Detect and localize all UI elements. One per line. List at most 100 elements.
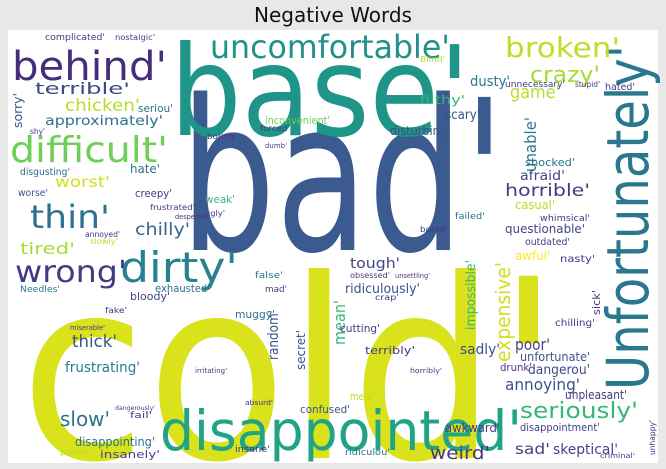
word: thick' <box>72 332 117 352</box>
word: bloody' <box>130 290 170 303</box>
word: awful' <box>515 249 550 263</box>
word: insane' <box>235 445 270 455</box>
word: casual' <box>515 198 555 212</box>
word: frustrating' <box>65 360 140 376</box>
word: Needles' <box>20 285 60 295</box>
word: Unfortunately' <box>594 45 662 390</box>
word: weird' <box>430 443 490 464</box>
word: difficult' <box>10 130 168 171</box>
chart-title: Negative Words <box>254 3 412 27</box>
word: chilling' <box>555 318 595 329</box>
word: secret' <box>294 330 308 370</box>
word: absurd' <box>245 399 273 407</box>
word: bored' <box>420 225 448 234</box>
word: wrong' <box>15 255 127 290</box>
word: miserable' <box>70 324 105 332</box>
word: insanely' <box>100 448 160 461</box>
word: terrible' <box>35 79 130 98</box>
word: obsessed' <box>350 271 390 280</box>
words: bad'cold' base' Unfortunately' disappointed… <box>10 20 662 469</box>
word: worst' <box>55 173 110 191</box>
word: inconvenient' <box>265 114 330 127</box>
word: unable' <box>521 117 540 172</box>
word: tough' <box>350 256 400 272</box>
word: dangerou' <box>528 363 590 378</box>
word: tired' <box>20 239 75 258</box>
word: seriou' <box>138 102 173 115</box>
word: sadly' <box>460 342 500 358</box>
word: mere' <box>350 390 375 403</box>
word: ugly' <box>205 209 225 218</box>
word: crap' <box>375 293 399 302</box>
word: annoyed' <box>85 230 120 239</box>
word: unsettling' <box>395 272 430 280</box>
word: impossible' <box>464 260 479 330</box>
word: uncomfortable' <box>210 28 450 66</box>
word: thin' <box>30 198 110 236</box>
word: forced' <box>260 124 290 133</box>
word: criminal' <box>600 452 635 460</box>
word: fake' <box>105 306 127 315</box>
word: base' <box>170 20 470 165</box>
word: skeptical' <box>553 442 618 458</box>
word: frustrated' <box>150 203 195 212</box>
word: disappointing' <box>75 435 155 449</box>
word: filthy' <box>420 93 465 107</box>
word: disturbing' <box>390 124 450 138</box>
word: hate' <box>130 162 160 176</box>
word: slowly' <box>90 237 118 246</box>
word: chicken' <box>65 96 140 116</box>
word: slow' <box>60 407 110 431</box>
word: complicated' <box>45 33 105 43</box>
word: dusty' <box>470 74 510 90</box>
word: irritating' <box>195 367 227 375</box>
word: poorly' <box>60 448 90 457</box>
word: horribly' <box>410 367 442 375</box>
word: shocked' <box>525 156 575 169</box>
word: afraid' <box>520 169 565 184</box>
word: disgusting' <box>20 167 70 178</box>
word: outdated' <box>525 237 570 248</box>
word: unfortunate' <box>520 350 590 364</box>
word: false' <box>255 271 283 281</box>
word: mean' <box>330 300 349 345</box>
word: nostalgic' <box>115 33 155 42</box>
word: failed' <box>455 212 485 222</box>
word: terribly' <box>365 344 415 357</box>
word: dirty' <box>120 243 238 292</box>
word: questionable' <box>505 222 585 236</box>
word: behind' <box>12 44 167 90</box>
word: annoying' <box>505 375 580 394</box>
word: horrible' <box>505 181 590 201</box>
word: fail' <box>130 411 152 421</box>
word: ridiculou' <box>345 448 390 458</box>
word: exhausted' <box>155 282 210 295</box>
word: awkward' <box>445 421 500 435</box>
word: broken' <box>505 31 620 64</box>
word: dumb' <box>265 142 287 150</box>
word: game' <box>510 82 560 103</box>
word: boring' <box>207 132 237 141</box>
word: worse' <box>18 188 48 199</box>
word: unnecessary' <box>505 80 565 90</box>
word: mad' <box>265 285 287 295</box>
word: ridiculously' <box>345 282 420 297</box>
word: whimsical' <box>540 214 590 224</box>
word: seriously' <box>520 399 638 424</box>
word: muggy' <box>235 308 275 321</box>
word: unhappy' <box>648 420 657 455</box>
cloud-panel <box>8 30 658 463</box>
word: unpleasant' <box>565 388 627 402</box>
word: random' <box>266 310 282 360</box>
word: disappointment' <box>520 421 600 434</box>
word: hated' <box>605 82 635 93</box>
word: chilly' <box>135 220 190 240</box>
word: shy' <box>30 127 45 136</box>
word: bad' <box>180 55 505 300</box>
word: confused' <box>300 403 350 416</box>
word: desperate' <box>175 213 210 221</box>
word: Blind' <box>420 55 445 64</box>
word: disappointed' <box>160 399 522 463</box>
